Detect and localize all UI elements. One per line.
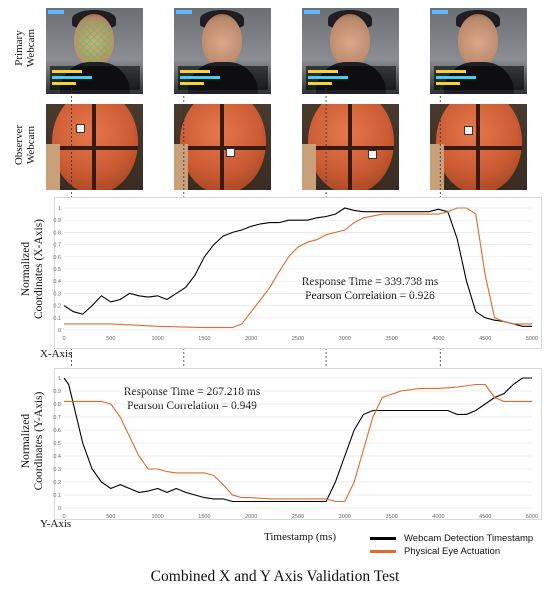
y-axis-xtick-label: 2000	[245, 514, 257, 520]
legend-swatch-webcam	[370, 537, 396, 540]
y-axis-xtick-label: 2500	[292, 514, 304, 520]
primary-webcam-frame	[302, 8, 399, 94]
x-axis-xtick-label: 2000	[245, 336, 257, 342]
legend-swatch-physical	[370, 550, 396, 553]
y-axis-ytick-label: 0.4	[53, 454, 61, 460]
y-axis-xtick-label: 1000	[151, 514, 163, 520]
observer-webcam-frame	[46, 104, 143, 190]
y-axis-ytick-label: 0.9	[53, 389, 61, 395]
x-axis-xtick-label: 2500	[292, 336, 304, 342]
x-axis-xtick-label: 1000	[151, 336, 163, 342]
legend-label-physical: Physical Eye Actuation	[404, 546, 501, 557]
x-axis-chart-frame	[54, 197, 542, 349]
primary-webcam-frame	[46, 8, 143, 94]
y-axis-ytick-label: 0.8	[53, 402, 61, 408]
x-axis-ytick-label: 0.2	[53, 304, 61, 310]
timestamp-axis-label: Timestamp (ms)	[264, 531, 337, 543]
y-axis-xtick-label: 4500	[479, 514, 491, 520]
x-axis-xtick-label: 3000	[339, 336, 351, 342]
observer-webcam-frame	[174, 104, 271, 190]
x-axis-xtick-label: 1500	[198, 336, 210, 342]
x-axis-annotation: Response Time = 339.738 ms Pearson Corre…	[290, 275, 450, 303]
x-axis-xtick-label: 4000	[432, 336, 444, 342]
y-axis-ytick-label: 1	[58, 376, 61, 382]
y-axis-series-physical-eye-actuation	[64, 383, 532, 503]
x-axis-xtick-label: 500	[106, 336, 115, 342]
observer-webcam-frame	[430, 104, 527, 190]
legend-item-physical: Physical Eye Actuation	[370, 545, 533, 558]
x-axis-xtick-label: 4500	[479, 336, 491, 342]
x-axis-ytick-label: 0.6	[53, 255, 61, 261]
x-axis-ytick-label: 0	[58, 328, 61, 334]
observer-webcam-frame	[302, 104, 399, 190]
y-axis-xtick-label: 4000	[432, 514, 444, 520]
y-axis-response-time: Response Time = 267.218 ms	[123, 386, 261, 398]
y-axis-xtick-label: 5000	[526, 514, 538, 520]
x-axis-name: X-Axis	[40, 348, 73, 360]
x-axis-pearson: Pearson Correlation = 0.928	[305, 290, 435, 302]
x-axis-series-physical-eye-actuation	[64, 207, 532, 329]
x-axis-xtick-label: 0	[62, 336, 65, 342]
y-axis-ytick-label: 0.7	[53, 415, 61, 421]
x-axis-ytick-label: 0.4	[53, 279, 61, 285]
chart-legend: Webcam Detection Timestamp Physical Eye …	[370, 532, 533, 558]
y-axis-xtick-label: 3000	[339, 514, 351, 520]
y-axis-series-webcam-detection	[63, 377, 532, 503]
y-axis-pearson: Pearson Correlation = 0.949	[127, 400, 257, 412]
y-axis-ytick-label: 0	[58, 506, 61, 512]
x-axis-response-time: Response Time = 339.738 ms	[301, 276, 439, 288]
x-axis-series-webcam-detection	[63, 207, 532, 327]
x-axis-ytick-label: 1	[58, 206, 61, 212]
primary-webcam-frame	[174, 8, 271, 94]
y-axis-xtick-label: 500	[106, 514, 115, 520]
y-axis-ytick-label: 0.5	[53, 441, 61, 447]
x-axis-ytick-label: 0.1	[53, 316, 61, 322]
figure-caption: Combined X and Y Axis Validation Test	[150, 568, 400, 585]
primary-webcam-frame	[430, 8, 527, 94]
x-axis-ytick-label: 0.7	[53, 243, 61, 249]
y-axis-xtick-label: 1500	[198, 514, 210, 520]
y-axis-xtick-label: 0	[62, 514, 65, 520]
y-axis-xtick-label: 3500	[385, 514, 397, 520]
x-axis-xtick-label: 3500	[385, 336, 397, 342]
y-axis-ytick-label: 0.3	[53, 467, 61, 473]
y-axis-ytick-label: 0.2	[53, 480, 61, 486]
x-axis-ytick-label: 0.8	[53, 230, 61, 236]
x-axis-ytick-label: 0.9	[53, 218, 61, 224]
x-axis-ytick-label: 0.3	[53, 291, 61, 297]
legend-label-webcam: Webcam Detection Timestamp	[404, 533, 534, 544]
x-axis-ytick-label: 0.5	[53, 267, 61, 273]
legend-item-webcam: Webcam Detection Timestamp	[370, 532, 533, 545]
y-axis-annotation: Response Time = 267.218 ms Pearson Corre…	[112, 385, 272, 413]
x-axis-xtick-label: 5000	[526, 336, 538, 342]
y-axis-name: Y-Axis	[40, 518, 72, 530]
y-axis-ytick-label: 0.6	[53, 428, 61, 434]
y-axis-ytick-label: 0.1	[53, 493, 61, 499]
